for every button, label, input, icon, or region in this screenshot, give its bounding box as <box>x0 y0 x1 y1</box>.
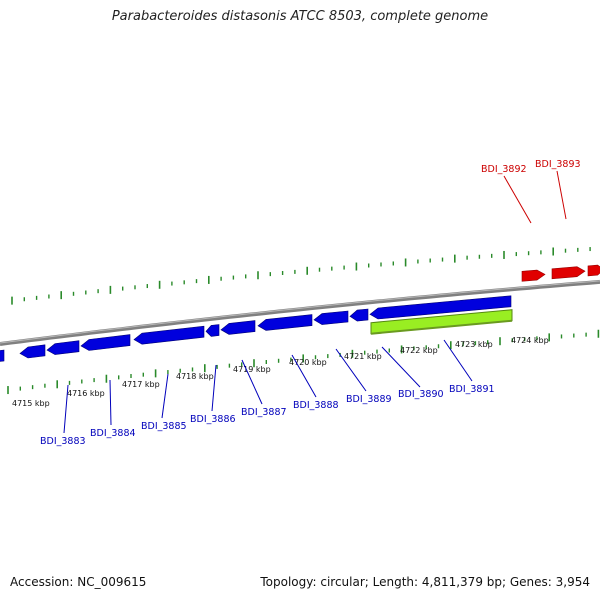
forward-gene-label: BDI_3892 <box>481 164 527 175</box>
accession-text: Accession: NC_009615 <box>10 575 147 589</box>
reverse-gene-label: BDI_3890 <box>398 389 444 400</box>
reverse-gene-arrow <box>46 340 80 355</box>
reverse-label-leader <box>63 384 69 434</box>
forward-gene-arrow <box>551 266 586 280</box>
kbp-label: 4715 kbp <box>12 399 50 408</box>
forward-gene-arrow <box>587 264 600 277</box>
kbp-label: 4721 kbp <box>344 352 382 361</box>
gene-labels: BDI_3892 BDI_3893 BDI_3883 BDI_3884 BDI_3885… <box>40 159 581 447</box>
reverse-label-leader <box>291 354 317 398</box>
reverse-gene-arrow <box>133 325 205 345</box>
forward-gene-label: BDI_3893 <box>535 159 581 170</box>
lower-tick-track <box>7 329 600 395</box>
reverse-gene-arrow <box>220 320 256 335</box>
reverse-label-leader <box>381 346 421 388</box>
upper-tick-track <box>11 247 591 305</box>
reverse-gene-label: BDI_3885 <box>141 421 187 432</box>
reverse-gene-label: BDI_3891 <box>449 384 495 395</box>
reverse-strand-genes <box>0 295 513 362</box>
highlighted-gene-bar <box>370 309 513 335</box>
kbp-label: 4719 kbp <box>233 365 271 374</box>
forward-label-leader <box>503 175 532 224</box>
reverse-label-leader <box>161 373 169 419</box>
reverse-gene-label: BDI_3889 <box>346 394 392 405</box>
topology-text: Topology: circular; Length: 4,811,379 bp… <box>260 575 590 589</box>
kbp-label: 4723 kbp <box>455 340 493 349</box>
reverse-gene-arrow <box>80 334 131 351</box>
kbp-label: 4720 kbp <box>289 358 327 367</box>
reverse-gene-arrow <box>257 314 313 331</box>
kbp-label: 4724 kbp <box>511 336 549 345</box>
reverse-gene-arrow <box>19 344 46 359</box>
reverse-label-leader <box>109 379 112 426</box>
map-title: Parabacteroides distasonis ATCC 8503, co… <box>111 9 489 24</box>
backbone-highlight <box>0 280 600 344</box>
reverse-gene-arrow <box>205 324 220 337</box>
forward-gene-arrow <box>521 269 546 282</box>
highlighted-gene-shadow <box>370 319 513 335</box>
reverse-gene-arrow <box>0 349 5 362</box>
backbone-line <box>0 279 600 346</box>
kbp-label: 4722 kbp <box>400 346 438 355</box>
forward-label-leader <box>556 170 567 220</box>
forward-strand-genes <box>521 264 600 282</box>
reverse-gene-label: BDI_3886 <box>190 414 236 425</box>
kbp-scale-labels: 4715 kbp 4716 kbp 4717 kbp 4718 kbp 4719 kbp… <box>12 336 549 408</box>
reverse-gene-label: BDI_3888 <box>293 400 339 411</box>
reverse-gene-arrow <box>313 310 349 325</box>
reverse-gene-arrow <box>369 295 512 320</box>
reverse-label-leader <box>443 339 473 382</box>
reverse-gene-label: BDI_3883 <box>40 436 86 447</box>
reverse-gene-arrow <box>349 308 369 322</box>
kbp-label: 4718 kbp <box>176 372 214 381</box>
genome-backbone <box>0 279 600 346</box>
reverse-label-leader <box>241 359 263 405</box>
reverse-gene-label: BDI_3884 <box>90 428 136 439</box>
reverse-label-leader <box>211 364 217 412</box>
reverse-gene-label: BDI_3887 <box>241 407 287 418</box>
kbp-label: 4717 kbp <box>122 380 160 389</box>
reverse-label-leader <box>335 348 367 392</box>
kbp-label: 4716 kbp <box>67 389 105 398</box>
